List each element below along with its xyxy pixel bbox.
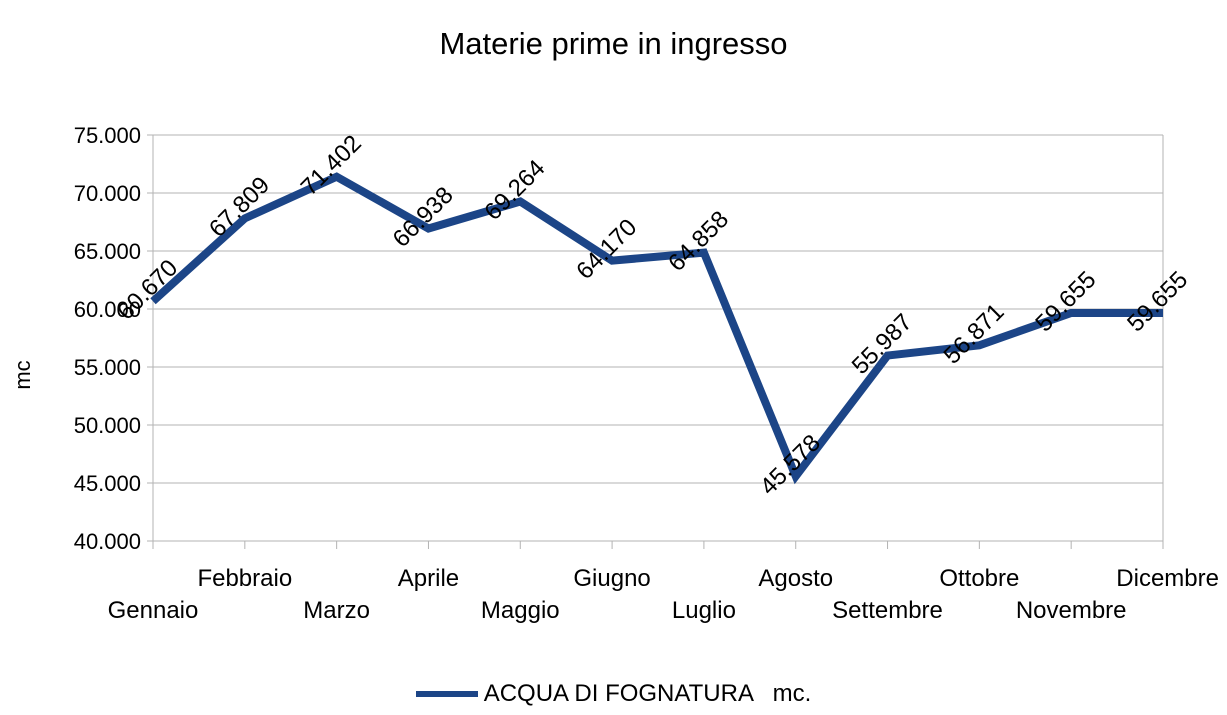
- axes: [147, 134, 1164, 549]
- chart-title: Materie prime in ingresso: [439, 26, 788, 61]
- x-tick-label: Settembre: [832, 597, 943, 624]
- x-tick-label: Agosto: [758, 565, 833, 592]
- data-label: 59.655: [1030, 266, 1101, 337]
- data-label: 64.170: [571, 214, 642, 285]
- y-tick-label: 45.000: [74, 471, 141, 496]
- data-label: 45.578: [755, 429, 826, 500]
- y-tick-label: 75.000: [74, 123, 141, 148]
- y-tick-label: 40.000: [74, 529, 141, 554]
- data-label: 59.655: [1122, 266, 1193, 337]
- x-tick-label: Ottobre: [939, 565, 1019, 592]
- x-tick-label: Giugno: [573, 565, 650, 592]
- series-line: [150, 172, 1163, 485]
- y-tick-label: 50.000: [74, 413, 141, 438]
- y-tick-label: 70.000: [74, 181, 141, 206]
- x-tick-label: Febbraio: [197, 565, 292, 592]
- x-tick-label: Gennaio: [108, 597, 199, 624]
- x-tick-label: Luglio: [672, 597, 736, 624]
- data-label: 60.670: [112, 254, 183, 325]
- y-tick-label: 65.000: [74, 239, 141, 264]
- y-tick-labels: 40.000 45.000 50.000 55.000 60.000 65.000 70.0…: [74, 123, 141, 554]
- data-label: 64.858: [663, 206, 734, 277]
- x-tick-label: Marzo: [303, 597, 370, 624]
- y-tick-label: 60.000: [74, 297, 141, 322]
- x-tick-label: Dicembre: [1116, 565, 1219, 592]
- legend-series-label: ACQUA DI FOGNATURA mc.: [483, 680, 812, 707]
- series-lines: [150, 172, 1164, 485]
- y-axis-label: mc: [10, 360, 35, 389]
- y-tick-label: 55.000: [74, 355, 141, 380]
- legend-line-swatch: [415, 691, 478, 697]
- x-tick-label: Maggio: [481, 597, 560, 624]
- x-tick-labels: Gennaio Febbraio Marzo Aprile Maggio Giugno Lu…: [108, 565, 1219, 624]
- legend: ACQUA DI FOGNATURA mc.: [0, 680, 1227, 708]
- x-tick-label: Aprile: [398, 565, 459, 592]
- data-label: 66.938: [388, 182, 459, 253]
- x-tick-label: Novembre: [1016, 597, 1127, 624]
